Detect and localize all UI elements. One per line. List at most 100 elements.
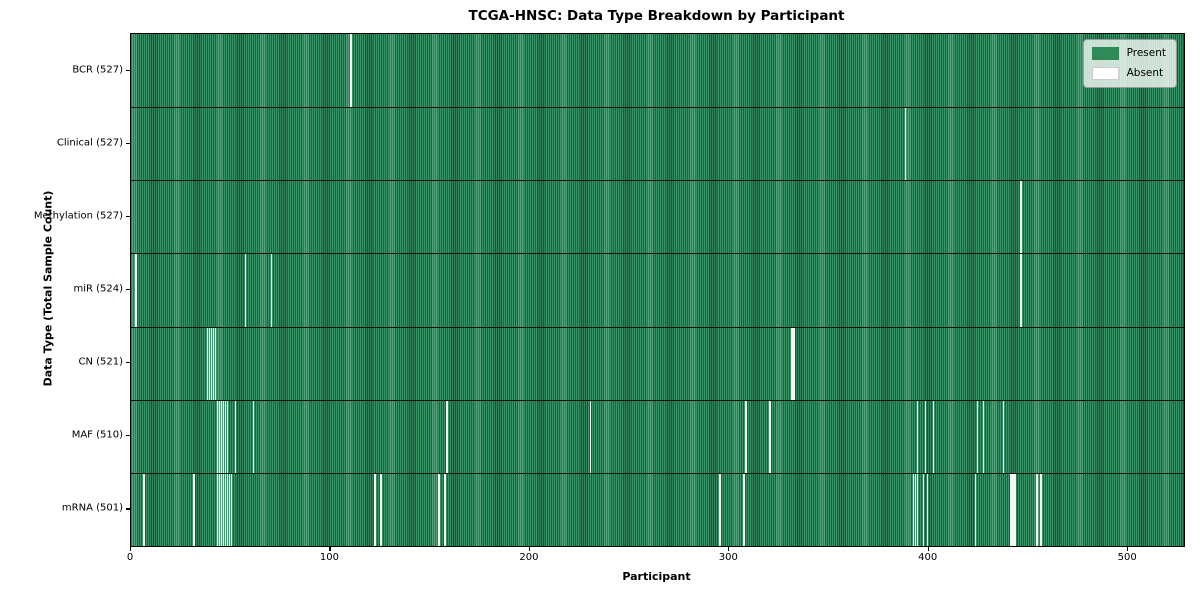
- y-tick-mark: [126, 289, 130, 291]
- y-tick-mark: [126, 508, 130, 510]
- absent-marker: [142, 473, 145, 546]
- absent-marker: [1002, 400, 1005, 473]
- y-tick-mark: [126, 142, 130, 144]
- legend-label-absent: Absent: [1126, 67, 1164, 80]
- absent-marker: [222, 400, 225, 473]
- heatmap-row-maf: [131, 399, 1184, 473]
- absent-marker: [214, 327, 217, 400]
- absent-marker: [912, 473, 915, 546]
- absent-marker: [380, 473, 382, 546]
- y-tick-mark: [126, 362, 130, 364]
- absent-marker: [192, 473, 195, 546]
- plot-area: Present Absent: [130, 33, 1185, 547]
- absent-marker: [1020, 254, 1023, 327]
- absent-marker: [134, 254, 137, 327]
- absent-marker: [216, 473, 219, 546]
- absent-marker: [220, 473, 223, 546]
- absent-marker: [1020, 181, 1023, 254]
- absent-marker: [350, 34, 353, 108]
- absent-marker: [719, 473, 721, 546]
- absent-marker: [218, 400, 221, 473]
- y-tick-label: BCR (527): [72, 64, 123, 76]
- heatmap-row-methylation: [131, 180, 1184, 254]
- absent-marker: [926, 473, 929, 546]
- absent-marker: [916, 473, 919, 546]
- absent-marker: [374, 473, 376, 546]
- absent-marker: [1014, 473, 1017, 546]
- absent-marker: [932, 400, 935, 473]
- absent-marker: [226, 473, 229, 546]
- x-tick-mark: [130, 546, 132, 551]
- absent-marker: [210, 327, 213, 400]
- absent-marker: [793, 327, 795, 400]
- heatmap-row-cn: [131, 326, 1184, 400]
- absent-marker: [1012, 473, 1015, 546]
- y-tick-label: miR (524): [73, 283, 123, 295]
- x-tick-label: 100: [319, 552, 339, 563]
- x-tick-mark: [927, 546, 929, 551]
- absent-marker: [270, 254, 273, 327]
- absent-marker: [1010, 473, 1013, 546]
- absent-marker: [791, 327, 793, 400]
- y-tick-label: mRNA (501): [61, 502, 123, 514]
- absent-marker: [222, 473, 225, 546]
- absent-marker: [922, 473, 925, 546]
- x-axis-label: Participant: [622, 570, 691, 583]
- y-tick-label: CN (521): [78, 356, 123, 368]
- x-tick-label: 400: [918, 552, 938, 563]
- x-tick-label: 0: [126, 552, 134, 563]
- absent-marker: [216, 400, 219, 473]
- absent-marker: [244, 254, 247, 327]
- y-tick-mark: [126, 435, 130, 437]
- absent-marker: [444, 473, 446, 546]
- absent-marker: [438, 473, 440, 546]
- absent-marker: [904, 108, 907, 181]
- absent-marker: [234, 400, 237, 473]
- x-tick-mark: [1127, 546, 1129, 551]
- absent-marker: [743, 473, 745, 546]
- absent-marker: [446, 400, 448, 473]
- absent-marker: [914, 473, 917, 546]
- x-tick-mark: [528, 546, 531, 551]
- legend-swatch-present: [1091, 47, 1119, 60]
- absent-marker: [982, 400, 985, 473]
- absent-marker: [230, 473, 233, 546]
- legend-swatch-absent: [1091, 67, 1119, 80]
- absent-marker: [252, 400, 255, 473]
- absent-marker: [924, 400, 927, 473]
- y-tick-mark: [126, 69, 130, 71]
- absent-marker: [916, 400, 919, 473]
- legend-item-present: Present: [1091, 47, 1166, 60]
- x-tick-mark: [329, 546, 331, 551]
- absent-marker: [1036, 473, 1039, 546]
- y-tick-mark: [126, 215, 130, 218]
- absent-marker: [212, 327, 215, 400]
- absent-marker: [589, 400, 592, 473]
- absent-marker: [220, 400, 223, 473]
- absent-marker: [745, 400, 747, 473]
- x-tick-label: 300: [718, 552, 738, 563]
- absent-marker: [226, 400, 229, 473]
- absent-marker: [976, 400, 979, 473]
- chart-title: TCGA-HNSC: Data Type Breakdown by Partic…: [468, 8, 845, 24]
- x-tick-mark: [728, 546, 730, 551]
- x-tick-label: 500: [1117, 552, 1137, 563]
- y-tick-label: Methylation (527): [33, 210, 123, 222]
- heatmap-row-mir: [131, 253, 1184, 327]
- y-tick-label: Clinical (527): [56, 137, 123, 149]
- absent-marker: [208, 327, 211, 400]
- absent-marker: [1040, 473, 1043, 546]
- legend-item-absent: Absent: [1091, 67, 1166, 80]
- absent-marker: [224, 473, 227, 546]
- heatmap-row-clinical: [131, 107, 1184, 181]
- heatmap-row-bcr: [131, 34, 1184, 108]
- absent-marker: [218, 473, 221, 546]
- heatmap-row-mrna: [131, 472, 1184, 546]
- absent-marker: [974, 473, 977, 546]
- y-tick-label: MAF (510): [71, 429, 123, 441]
- absent-marker: [224, 400, 227, 473]
- legend: Present Absent: [1082, 39, 1177, 88]
- legend-label-present: Present: [1126, 47, 1166, 60]
- absent-marker: [206, 327, 209, 400]
